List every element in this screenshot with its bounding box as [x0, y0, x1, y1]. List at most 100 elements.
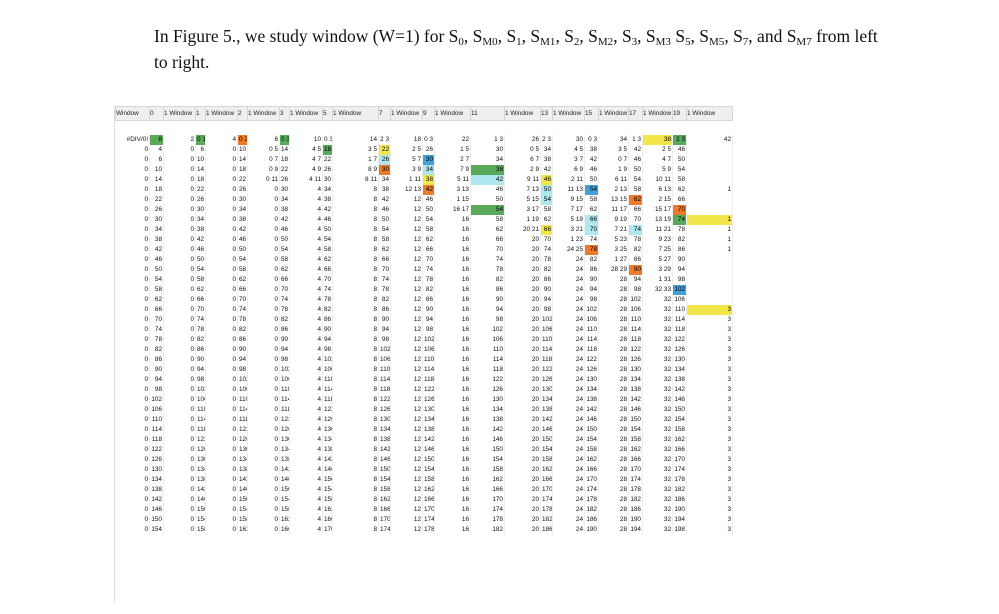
table-cell[interactable]: 74 [322, 285, 333, 295]
table-cell[interactable]: 110 [237, 395, 248, 405]
table-cell[interactable]: 0 [247, 195, 280, 205]
table-cell[interactable]: 70 [149, 315, 164, 325]
table-cell[interactable]: 98 [470, 315, 505, 325]
table-cell[interactable]: 4 [289, 335, 323, 345]
table-cell[interactable]: 18 [390, 135, 423, 145]
table-cell[interactable]: 138 [470, 415, 505, 425]
table-cell[interactable]: 46 [540, 175, 553, 185]
table-cell[interactable]: 94 [540, 295, 553, 305]
table-cell[interactable]: 0 [115, 305, 150, 315]
table-cell[interactable]: 0 [205, 195, 238, 205]
table-cell[interactable]: 66 [672, 195, 687, 205]
table-cell[interactable]: 158 [195, 525, 206, 535]
table-cell[interactable]: 4 [289, 315, 323, 325]
table-cell[interactable]: 122 [584, 355, 599, 365]
table-cell[interactable]: 98 [195, 375, 206, 385]
table-cell[interactable]: 1 3 [470, 135, 505, 145]
table-cell[interactable]: 146 [422, 445, 435, 455]
table-cell[interactable]: 3 21 [552, 225, 585, 235]
table-cell[interactable]: 82 [322, 305, 333, 315]
table-cell[interactable]: 6 9 [552, 165, 585, 175]
table-cell[interactable]: 114 [422, 365, 435, 375]
table-cell[interactable]: 32 [642, 355, 673, 365]
table-cell[interactable]: 178 [672, 475, 687, 485]
table-cell[interactable]: 150 [149, 515, 164, 525]
table-cell[interactable]: 170 [470, 495, 505, 505]
table-cell[interactable]: 38 [237, 215, 248, 225]
table-cell[interactable]: 0 [163, 455, 196, 465]
table-cell[interactable]: 3 [686, 475, 733, 485]
table-cell[interactable]: 130 [195, 455, 206, 465]
table-cell[interactable]: 32 [642, 315, 673, 325]
table-cell[interactable]: 122 [279, 415, 290, 425]
table-cell[interactable]: 134 [378, 425, 391, 435]
table-cell[interactable]: 66 [628, 205, 643, 215]
table-cell[interactable]: 14 [149, 175, 164, 185]
table-cell[interactable]: 86 [378, 305, 391, 315]
table-cell[interactable]: 150 [322, 475, 333, 485]
table-cell[interactable]: 114 [322, 385, 333, 395]
table-cell[interactable]: 90 [422, 305, 435, 315]
table-cell[interactable]: 94 [422, 315, 435, 325]
table-cell[interactable]: 30 [149, 215, 164, 225]
table-cell[interactable]: 94 [470, 305, 505, 315]
table-cell[interactable]: 150 [237, 495, 248, 505]
table-cell[interactable]: 20 [504, 515, 541, 525]
table-cell[interactable]: 166 [584, 465, 599, 475]
table-cell[interactable]: 16 [434, 355, 471, 365]
table-cell[interactable]: 4 5 [552, 145, 585, 155]
table-cell[interactable]: 62 [237, 275, 248, 285]
table-cell[interactable]: 194 [628, 525, 643, 535]
table-cell[interactable]: 78 [378, 285, 391, 295]
table-cell[interactable]: 0 [247, 275, 280, 285]
table-cell[interactable]: 26 [237, 185, 248, 195]
table-cell[interactable]: 42 [322, 205, 333, 215]
table-cell[interactable]: 0 3 [422, 135, 435, 145]
table-cell[interactable]: 4 [289, 415, 323, 425]
table-cell[interactable]: 138 [378, 435, 391, 445]
table-cell[interactable]: 78 [672, 225, 687, 235]
table-cell[interactable]: 114 [584, 335, 599, 345]
table-cell[interactable]: 5 9 [642, 165, 673, 175]
table-cell[interactable]: 20 [504, 345, 541, 355]
table-cell[interactable]: 0 [247, 225, 280, 235]
table-cell[interactable]: 20 [504, 365, 541, 375]
table-cell[interactable]: 34 [279, 195, 290, 205]
table-cell[interactable]: 42 [237, 225, 248, 235]
table-cell[interactable]: 26 [149, 205, 164, 215]
table-cell[interactable]: 16 [434, 385, 471, 395]
table-cell[interactable]: 102 [279, 365, 290, 375]
table-cell[interactable]: 150 [672, 405, 687, 415]
table-cell[interactable]: 46 [322, 215, 333, 225]
table-cell[interactable]: 22 [195, 185, 206, 195]
table-cell[interactable]: 0 3 [279, 135, 290, 145]
table-cell[interactable]: 18 [322, 145, 333, 155]
table-cell[interactable]: 142 [195, 485, 206, 495]
table-cell[interactable]: 0 3 [584, 135, 599, 145]
table-cell[interactable]: 20 [504, 455, 541, 465]
table-cell[interactable]: 28 29 [598, 265, 629, 275]
table-cell[interactable]: 12 [390, 215, 423, 225]
table-cell[interactable]: 7 9 [434, 165, 471, 175]
table-cell[interactable]: 158 [584, 445, 599, 455]
table-cell[interactable]: 7 17 [552, 205, 585, 215]
table-cell[interactable]: 3 [686, 315, 733, 325]
table-cell[interactable]: 106 [149, 405, 164, 415]
table-cell[interactable]: 142 [672, 385, 687, 395]
table-cell[interactable]: 38 [149, 235, 164, 245]
table-cell[interactable]: 102 [378, 345, 391, 355]
table-cell[interactable]: 28 [598, 295, 629, 305]
table-cell[interactable]: 138 [422, 425, 435, 435]
table-cell[interactable]: 16 [434, 325, 471, 335]
table-cell[interactable]: 8 [332, 365, 379, 375]
table-cell[interactable]: 8 [332, 295, 379, 305]
table-cell[interactable]: 16 [434, 455, 471, 465]
table-cell[interactable]: 6 [149, 155, 164, 165]
table-cell[interactable]: 154 [540, 445, 553, 455]
table-cell[interactable]: 162 [322, 505, 333, 515]
table-cell[interactable]: 50 [237, 245, 248, 255]
table-cell[interactable]: 78 [584, 245, 599, 255]
table-cell[interactable]: 174 [470, 505, 505, 515]
table-cell[interactable]: 98 [540, 305, 553, 315]
table-cell[interactable]: 150 [584, 425, 599, 435]
